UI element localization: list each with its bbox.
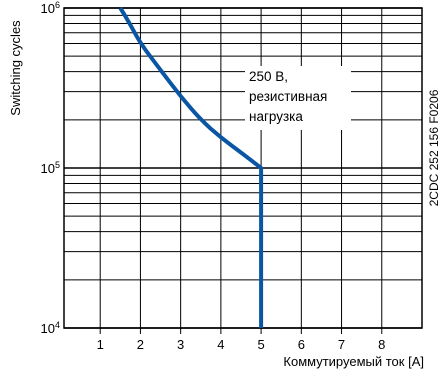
annotation-line: 250 В, [249, 69, 288, 84]
annotation-line: нагрузка [249, 109, 303, 124]
x-tick-label: 4 [217, 337, 224, 352]
annotation-background [245, 66, 351, 130]
x-tick-label: 1 [97, 337, 104, 352]
annotation-line: резистивная [249, 89, 327, 104]
plot-frame [63, 7, 423, 329]
x-tick-label: 7 [338, 337, 345, 352]
x-axis-title: Коммутируемый ток [A] [283, 354, 424, 369]
y-tick-label: 106 [41, 0, 60, 16]
x-tick-label: 6 [298, 337, 305, 352]
series-line [118, 6, 264, 328]
x-tick-label: 3 [177, 337, 184, 352]
x-tick-label: 8 [378, 337, 385, 352]
y-tick-label: 105 [41, 160, 60, 176]
figure-code: 2CDC 252 156 F0206 [427, 89, 441, 206]
annotation: 250 В, резистивная нагрузка [249, 69, 327, 124]
y-tick-label: 104 [41, 320, 60, 336]
x-tick-label: 2 [137, 337, 144, 352]
tick-labels: 1 2 3 4 5 6 7 8 104 105 106 [41, 0, 386, 352]
grid [64, 7, 422, 334]
y-axis-title: Switching cycles [8, 20, 23, 116]
x-tick-label: 5 [257, 337, 264, 352]
